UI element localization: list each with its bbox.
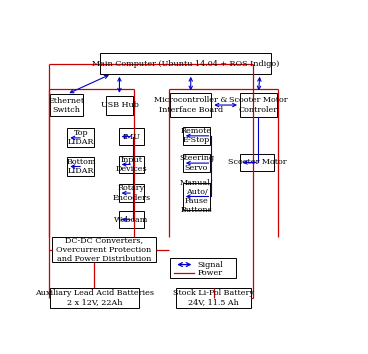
Text: Stock Li-Pol Battery
24V, 11.5 Ah: Stock Li-Pol Battery 24V, 11.5 Ah bbox=[173, 290, 254, 307]
Bar bbox=[67, 129, 95, 147]
Text: Auxiliary Lead Acid Batteries
2 x 12V, 22Ah: Auxiliary Lead Acid Batteries 2 x 12V, 2… bbox=[35, 290, 154, 307]
Bar bbox=[100, 53, 271, 74]
Bar bbox=[52, 238, 156, 262]
Text: Power: Power bbox=[197, 269, 222, 276]
Bar bbox=[170, 93, 211, 116]
Text: DC-DC Converters,
Overcurrent Protection
and Power Distribution: DC-DC Converters, Overcurrent Protection… bbox=[56, 236, 151, 263]
Bar bbox=[170, 258, 236, 278]
Bar bbox=[119, 184, 144, 202]
Text: Input
Devices: Input Devices bbox=[116, 156, 147, 173]
Text: Microcontroller &
Interface Board: Microcontroller & Interface Board bbox=[154, 96, 227, 114]
Bar bbox=[240, 93, 277, 116]
Bar bbox=[240, 154, 274, 171]
Bar bbox=[50, 94, 83, 116]
Text: IMU: IMU bbox=[123, 132, 141, 141]
Text: Bottom
LIDAR: Bottom LIDAR bbox=[66, 158, 96, 175]
Text: Manual/
Auto/
Pause
Buttons: Manual/ Auto/ Pause Buttons bbox=[180, 179, 213, 214]
Bar bbox=[183, 154, 210, 172]
Text: Ethernet
Switch: Ethernet Switch bbox=[49, 97, 85, 114]
Text: Rotary
Encoders: Rotary Encoders bbox=[113, 184, 151, 202]
Bar bbox=[183, 183, 210, 210]
Text: Main Computer (Ubuntu 14.04 + ROS Indigo): Main Computer (Ubuntu 14.04 + ROS Indigo… bbox=[92, 59, 279, 68]
Text: Webcam: Webcam bbox=[114, 216, 149, 224]
Bar bbox=[119, 156, 144, 173]
Bar bbox=[176, 288, 251, 308]
Text: Signal: Signal bbox=[197, 261, 223, 269]
Text: Steering
Servo: Steering Servo bbox=[179, 154, 214, 172]
Text: Scooter Motor
Controler: Scooter Motor Controler bbox=[229, 96, 288, 114]
Text: Scooter Motor: Scooter Motor bbox=[228, 159, 286, 166]
Bar bbox=[183, 127, 210, 145]
Text: Top
LIDAR: Top LIDAR bbox=[68, 129, 94, 147]
Bar bbox=[119, 211, 144, 228]
Text: Remote
E-Stop: Remote E-Stop bbox=[181, 127, 212, 144]
Bar bbox=[67, 157, 95, 176]
Bar bbox=[119, 129, 144, 145]
Text: USB Hub: USB Hub bbox=[100, 101, 138, 109]
Bar bbox=[106, 96, 133, 115]
Bar bbox=[50, 288, 139, 308]
